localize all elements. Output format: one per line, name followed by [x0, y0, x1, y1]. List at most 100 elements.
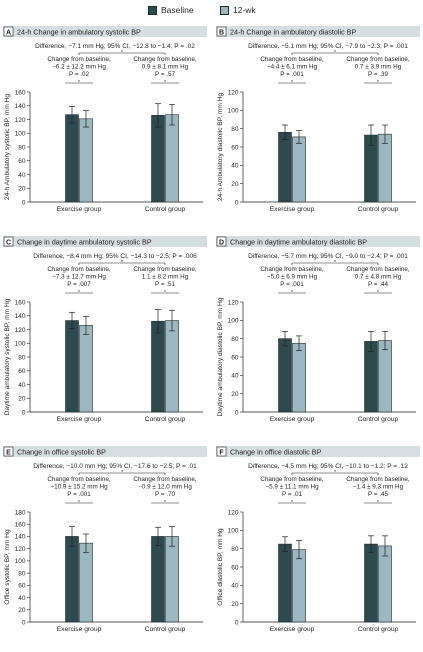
x-category-label: Control group: [145, 206, 186, 213]
y-axis-label: 24-h Ambulatory diastolic BP, mm Hg: [217, 92, 224, 201]
y-tick-label: 20: [231, 181, 239, 188]
y-tick-label: 100: [228, 108, 239, 115]
panel-f: F Change in office diastolic BP Difference…: [213, 442, 423, 642]
y-tick-label: 60: [231, 144, 239, 151]
difference-text: Difference, −5.7 mm Hg; 95% CI, −9.0 to …: [248, 253, 408, 260]
y-axis-label: Office systolic BP, mm Hg: [4, 529, 11, 605]
x-category-label: Control group: [358, 206, 399, 213]
change-annotation-line: Change from baseline,: [260, 56, 324, 63]
change-marker: *: [377, 290, 379, 296]
x-category-label: Exercise group: [57, 626, 102, 633]
change-marker: *: [377, 80, 379, 86]
difference-marker: *: [121, 50, 123, 56]
x-category-label: Control group: [358, 626, 399, 633]
y-axis-label: Daytime ambulatory systolic BP, mm Hg: [4, 298, 11, 415]
panel-letter-box: [216, 446, 227, 457]
y-tick-label: 140: [15, 534, 26, 541]
chart-b: B 24-h Change in ambulatory diastolic BP D…: [216, 26, 420, 213]
y-tick-label: 100: [15, 341, 26, 348]
y-tick-label: 40: [231, 373, 239, 380]
panel-header: [3, 236, 207, 247]
bar-baseline: [65, 536, 79, 623]
bar-12wk: [378, 133, 392, 203]
y-tick-label: 40: [18, 595, 26, 602]
panel-a: A 24-h Change in ambulatory systolic BP Di…: [0, 22, 210, 222]
chart-e: E Change in office systolic BP Difference,…: [3, 446, 207, 633]
change-marker: *: [164, 500, 166, 506]
panel-letter-box: [3, 446, 14, 457]
change-annotation-line: 0.7 ± 4.8 mm Hg: [355, 274, 402, 281]
change-annotation-line: Change from baseline,: [346, 56, 410, 63]
y-tick-label: 120: [228, 89, 239, 96]
panel-header: [216, 26, 420, 37]
difference-text: Difference, −7.1 mm Hg; 95% CI, −12.8 to…: [35, 43, 195, 50]
legend-item-baseline: Baseline: [148, 4, 194, 16]
y-tick-label: 80: [18, 144, 26, 151]
change-annotation-line: 0.7 ± 3.9 mm Hg: [355, 64, 402, 71]
legend-label-12wk: 12-wk: [233, 5, 256, 15]
change-annotation-line: −1.4 ± 9.3 mm Hg: [353, 484, 404, 491]
difference-marker: *: [121, 260, 123, 266]
x-category-label: Exercise group: [270, 416, 315, 423]
change-marker: *: [377, 500, 379, 506]
x-category-label: Exercise group: [57, 206, 102, 213]
y-tick-label: 0: [22, 619, 26, 626]
y-tick-label: 20: [18, 396, 26, 403]
bar-baseline: [151, 536, 165, 623]
panel-c: C Change in daytime ambulatory systolic B…: [0, 232, 210, 432]
change-annotation-line: P = .001: [280, 71, 304, 78]
difference-marker: *: [334, 470, 336, 476]
y-tick-label: 160: [15, 299, 26, 306]
change-annotation-line: P = .45: [368, 491, 389, 498]
change-annotation-line: −10.9 ± 15.2 mm Hg: [50, 484, 108, 491]
panel-title: Change in daytime ambulatory diastolic B…: [230, 238, 367, 247]
y-tick-label: 0: [235, 619, 239, 626]
y-tick-label: 100: [15, 558, 26, 565]
change-marker: *: [291, 500, 293, 506]
y-tick-label: 60: [18, 158, 26, 165]
chart-f: F Change in office diastolic BP Difference…: [216, 446, 420, 633]
y-tick-label: 0: [235, 199, 239, 206]
change-annotation-line: −6.2 ± 12.2 mm Hg: [52, 64, 106, 71]
panel-letter: D: [219, 240, 224, 247]
change-annotation-line: P = .001: [67, 491, 91, 498]
legend-label-baseline: Baseline: [161, 5, 194, 15]
y-tick-label: 0: [22, 199, 26, 206]
y-tick-label: 100: [228, 318, 239, 325]
bar-baseline: [364, 543, 378, 623]
change-annotation-line: 1.1 ± 8.2 mm Hg: [142, 274, 189, 281]
panel-title: Change in office systolic BP: [17, 448, 106, 457]
bar-12wk: [378, 340, 392, 413]
change-annotation-line: −7.3 ± 12.7 mm Hg: [52, 274, 106, 281]
y-tick-label: 160: [15, 89, 26, 96]
y-tick-label: 40: [18, 172, 26, 179]
y-tick-label: 120: [228, 509, 239, 516]
y-tick-label: 40: [231, 583, 239, 590]
y-tick-label: 60: [231, 564, 239, 571]
y-tick-label: 80: [231, 336, 239, 343]
y-tick-label: 80: [231, 546, 239, 553]
change-marker: *: [291, 80, 293, 86]
change-annotation-line: −5.9 ± 11.1 mm Hg: [265, 484, 319, 491]
bar-12wk: [165, 536, 179, 623]
change-annotation-line: P = .007: [67, 281, 91, 288]
change-annotation-line: Change from baseline,: [260, 476, 324, 483]
x-category-label: Exercise group: [57, 416, 102, 423]
panel-letter-box: [216, 26, 227, 37]
difference-text: Difference, −5.1 mm Hg; 95% CI, −7.9 to …: [248, 43, 408, 50]
change-marker: *: [78, 290, 80, 296]
change-annotation-line: −5.0 ± 6.9 mm Hg: [267, 274, 318, 281]
x-category-label: Control group: [145, 416, 186, 423]
bar-baseline: [278, 338, 292, 413]
y-tick-label: 160: [15, 522, 26, 529]
y-tick-label: 0: [235, 409, 239, 416]
difference-marker: *: [334, 50, 336, 56]
y-tick-label: 100: [228, 528, 239, 535]
chart-c: C Change in daytime ambulatory systolic B…: [3, 236, 207, 423]
bar-12wk: [165, 114, 179, 203]
panel-header: [216, 236, 420, 247]
legend-item-12wk: 12-wk: [220, 4, 256, 16]
y-tick-label: 60: [231, 354, 239, 361]
change-annotation-line: −4.4 ± 6.1 mm Hg: [267, 64, 318, 71]
panel-letter: A: [6, 30, 11, 37]
